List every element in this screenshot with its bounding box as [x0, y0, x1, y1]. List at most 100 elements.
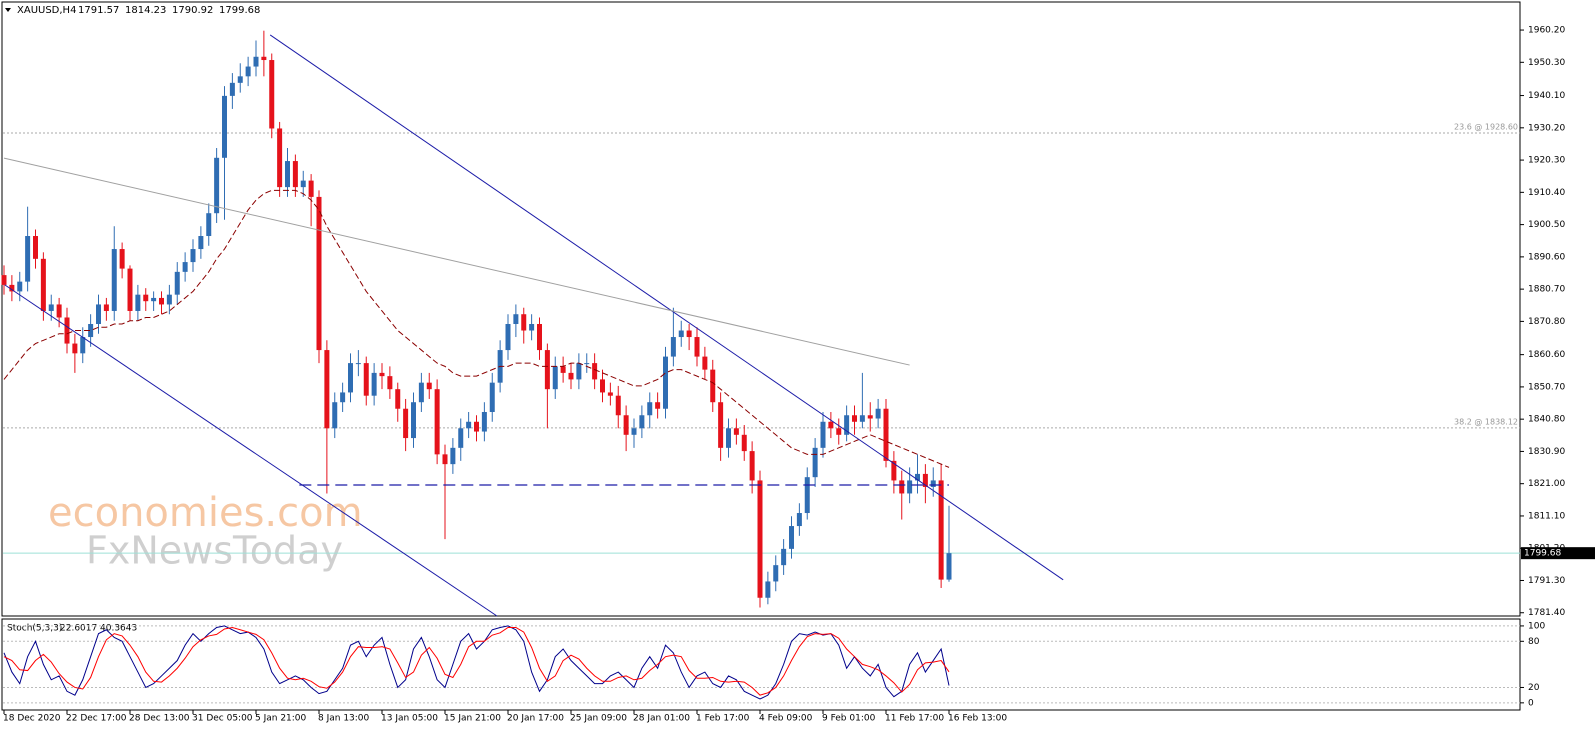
- y-tick-label: 1930.20: [1528, 123, 1565, 133]
- candle-body: [198, 236, 204, 250]
- candle-body: [537, 324, 542, 351]
- candle-body: [434, 389, 440, 455]
- candle-body: [930, 480, 936, 487]
- fib-level-label: 38.2 @ 1838.12: [1454, 417, 1518, 426]
- stoch-panel-frame: [1, 618, 1521, 711]
- collapse-icon[interactable]: [5, 8, 11, 12]
- candle-body: [332, 402, 338, 429]
- candle-body: [670, 337, 676, 357]
- candle-body: [56, 304, 62, 318]
- candle-body: [253, 56, 259, 67]
- y-tick-label: 1960.20: [1528, 26, 1565, 36]
- candle-body: [899, 480, 905, 494]
- candle-body: [442, 454, 448, 465]
- candle-body: [505, 324, 511, 351]
- candle-body: [229, 82, 235, 96]
- candle-body: [340, 392, 346, 403]
- stoch-line: [3, 626, 950, 696]
- candle-body: [891, 460, 897, 481]
- y-tick-label: 100: [1528, 621, 1545, 631]
- stoch-main-value: 22.6017: [60, 624, 97, 634]
- candle-body: [300, 180, 306, 188]
- candle-body: [245, 66, 251, 77]
- candle-body: [726, 428, 731, 448]
- candle-body: [285, 161, 290, 188]
- candle-body: [143, 294, 149, 302]
- trendline: [4, 284, 498, 617]
- candle-body: [119, 249, 125, 269]
- candle-body: [718, 402, 724, 448]
- candle-body: [694, 337, 700, 357]
- x-tick-label: 11 Feb 17:00: [885, 714, 944, 724]
- candle-body: [702, 356, 708, 370]
- candle-body: [214, 157, 220, 214]
- candle-body: [576, 363, 582, 380]
- candle-body: [623, 415, 629, 435]
- stoch-signal-value: 40.3643: [100, 624, 137, 634]
- candle-body: [560, 366, 566, 373]
- candle-body: [481, 411, 487, 432]
- watermark: FxNewsToday: [86, 529, 343, 573]
- candle-body: [25, 236, 31, 282]
- watermark: economies.com: [48, 490, 363, 536]
- stoch-line: [3, 625, 950, 700]
- candle-body: [852, 415, 857, 422]
- y-tick-label: 1870.80: [1528, 317, 1565, 327]
- candle-body: [103, 304, 109, 311]
- y-tick-label: 1880.70: [1528, 285, 1565, 295]
- y-tick-label: 80: [1528, 637, 1540, 647]
- candle-body: [820, 421, 826, 448]
- candle-body: [907, 480, 913, 494]
- x-tick-label: 5 Jan 21:00: [255, 714, 307, 724]
- candle-body: [316, 196, 322, 351]
- y-tick-label: 1850.70: [1528, 382, 1565, 392]
- candle-body: [403, 408, 409, 439]
- candle-body: [411, 402, 416, 439]
- y-tick-label: 1821.00: [1528, 479, 1565, 489]
- candle-body: [127, 268, 133, 311]
- candle-body: [206, 213, 212, 237]
- x-tick-label: 4 Feb 09:00: [759, 714, 813, 724]
- candle-body: [135, 294, 141, 311]
- candle-body: [222, 95, 227, 158]
- candle-body: [513, 314, 519, 325]
- y-tick-label: 1830.90: [1528, 447, 1565, 457]
- candle-body: [371, 372, 377, 396]
- candle-body: [355, 363, 361, 365]
- candle-body: [489, 382, 495, 412]
- candle-body: [733, 428, 739, 435]
- candle-body: [308, 180, 314, 197]
- candle-body: [348, 363, 353, 393]
- candle-body: [655, 402, 661, 409]
- candle-body: [875, 408, 881, 419]
- candle-body: [915, 473, 920, 481]
- candle-body: [615, 395, 621, 416]
- fib-level-label: 23.6 @ 1928.60: [1454, 123, 1518, 132]
- x-tick-label: 9 Feb 01:00: [822, 714, 876, 724]
- x-tick-label: 22 Dec 17:00: [66, 714, 127, 724]
- y-tick-label: 1910.40: [1528, 188, 1565, 198]
- x-tick-label: 20 Jan 17:00: [507, 714, 564, 724]
- candle-body: [277, 128, 283, 188]
- price-box-label: 1799.68: [1524, 549, 1561, 559]
- candle-body: [17, 281, 23, 292]
- candle-body: [40, 258, 46, 311]
- candle-body: [418, 382, 424, 403]
- candle-body: [174, 271, 180, 295]
- candle-body: [686, 330, 692, 338]
- y-tick-label: 1890.60: [1528, 252, 1565, 262]
- y-tick-label: 1811.10: [1528, 511, 1565, 521]
- candle-body: [568, 372, 574, 380]
- price-box: [1521, 547, 1595, 560]
- candle-body: [765, 581, 771, 598]
- candle-body: [741, 434, 747, 452]
- candle-body: [151, 297, 157, 302]
- candle-body: [757, 480, 763, 598]
- x-tick-label: 15 Jan 21:00: [444, 714, 501, 724]
- candle-body: [96, 304, 101, 325]
- trendline: [3, 157, 910, 366]
- x-tick-label: 1 Feb 17:00: [696, 714, 750, 724]
- symbol: XAUUSD,H4: [17, 5, 76, 16]
- candle-body: [48, 304, 54, 311]
